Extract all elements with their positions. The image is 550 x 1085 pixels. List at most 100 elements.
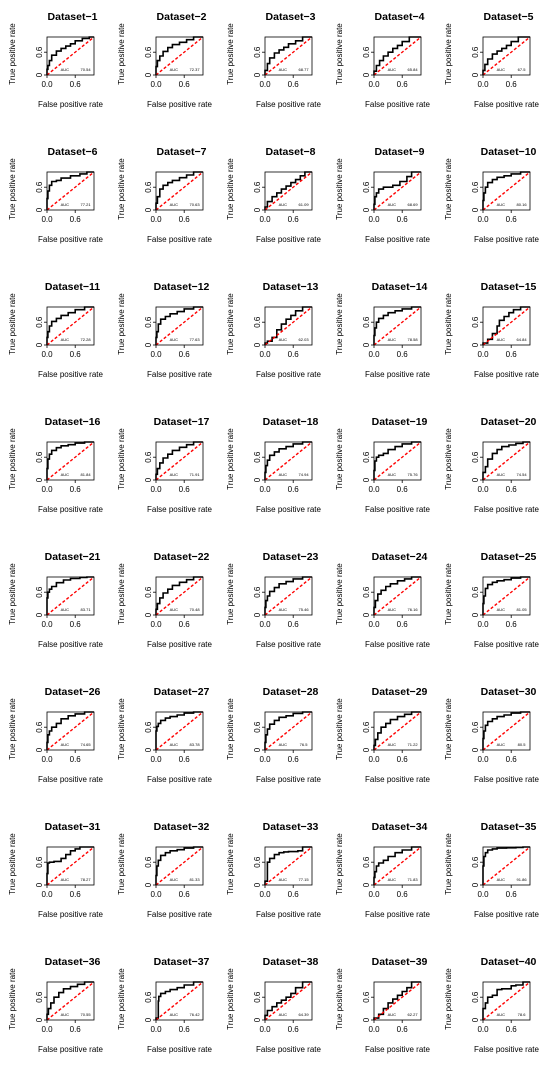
y-axis-label: True positive rate xyxy=(117,293,126,355)
diagonal-reference-line xyxy=(46,981,95,1021)
plot-frame xyxy=(264,306,313,346)
auc-value: 70.54 xyxy=(81,67,92,72)
y-tick-label: 0 xyxy=(35,477,44,482)
x-axis-label: False positive rate xyxy=(474,1045,539,1054)
x-tick-label: 0.0 xyxy=(150,620,162,629)
roc-panel: Dataset−6 AUC 77.21 0.0 0.6 0 0.6 False positiv… xyxy=(8,146,104,244)
roc-panel: Dataset−24 AUC 76.16 0.0 0.6 0 0.6 False positi… xyxy=(335,551,431,649)
roc-curve xyxy=(155,846,203,885)
y-tick-label: 0 xyxy=(471,477,480,482)
x-tick-label: 0.6 xyxy=(70,890,82,899)
panel-title: Dataset−22 xyxy=(154,551,210,563)
y-tick-label: 0 xyxy=(471,207,480,212)
x-tick-label: 0.0 xyxy=(368,620,380,629)
plot-frame xyxy=(155,981,204,1021)
auc-value: 61.09 xyxy=(299,202,310,207)
plot-frame xyxy=(264,846,313,886)
auc-value: 77.63 xyxy=(190,337,201,342)
roc-curve xyxy=(482,576,530,615)
x-tick-label: 0.0 xyxy=(41,485,53,494)
plot-frame xyxy=(264,981,313,1021)
x-tick-label: 0.0 xyxy=(368,80,380,89)
x-tick-label: 0.6 xyxy=(179,215,191,224)
y-tick-label: 0.6 xyxy=(35,46,44,58)
auc-value: 77.15 xyxy=(299,877,310,882)
y-tick-label: 0 xyxy=(144,72,153,77)
plot-frame xyxy=(482,711,531,751)
plot-frame xyxy=(264,441,313,481)
y-tick-label: 0.6 xyxy=(144,991,153,1003)
roc-panel: Dataset−28 AUC 76.5 0.0 0.6 0 0.6 False positiv… xyxy=(226,686,322,784)
y-tick-label: 0.6 xyxy=(253,586,262,598)
panel-title: Dataset−15 xyxy=(481,281,537,293)
panel-title: Dataset−30 xyxy=(481,686,537,698)
x-tick-label: 0.6 xyxy=(506,620,518,629)
auc-label: AUC xyxy=(61,877,70,882)
auc-value: 72.37 xyxy=(190,67,201,72)
x-tick-label: 0.0 xyxy=(41,350,53,359)
roc-panel: Dataset−17 AUC 71.91 0.0 0.6 0 0.6 False positi… xyxy=(117,416,213,514)
y-axis-label: True positive rate xyxy=(8,563,17,625)
y-tick-label: 0 xyxy=(362,477,371,482)
auc-label: AUC xyxy=(497,67,506,72)
roc-panel: Dataset−34 AUC 71.83 0.0 0.6 0 0.6 False positi… xyxy=(335,821,431,919)
roc-curve xyxy=(46,171,94,210)
x-axis-label: False positive rate xyxy=(38,640,103,649)
diagonal-reference-line xyxy=(46,306,95,346)
auc-value: 75.76 xyxy=(408,472,419,477)
y-tick-label: 0 xyxy=(471,72,480,77)
roc-panel: Dataset−5 AUC 67.5 0.0 0.6 0 0.6 False positive… xyxy=(444,11,540,109)
auc-value: 91.86 xyxy=(517,877,528,882)
y-tick-label: 0.6 xyxy=(35,586,44,598)
auc-label: AUC xyxy=(61,202,70,207)
x-axis-label: False positive rate xyxy=(256,910,321,919)
x-tick-label: 0.0 xyxy=(368,350,380,359)
x-tick-label: 0.0 xyxy=(477,890,489,899)
y-axis-label: True positive rate xyxy=(335,158,344,220)
y-tick-label: 0.6 xyxy=(471,856,480,868)
roc-curve xyxy=(155,441,203,480)
auc-value: 76.16 xyxy=(408,607,419,612)
auc-label: AUC xyxy=(170,202,179,207)
panel-title: Dataset−13 xyxy=(263,281,319,293)
diagonal-reference-line xyxy=(155,981,204,1021)
plot-frame xyxy=(46,711,95,751)
roc-panel: Dataset−13 AUC 62.03 0.0 0.6 0 0.6 False positi… xyxy=(226,281,322,379)
auc-value: 62.27 xyxy=(408,1012,419,1017)
y-axis-label: True positive rate xyxy=(117,563,126,625)
roc-panel: Dataset−35 AUC 91.86 0.0 0.6 0 0.6 False positi… xyxy=(444,821,540,919)
roc-curve xyxy=(482,981,530,1020)
x-axis-label: False positive rate xyxy=(256,775,321,784)
x-tick-label: 0.6 xyxy=(70,755,82,764)
diagonal-reference-line xyxy=(264,846,313,886)
y-tick-label: 0 xyxy=(35,1017,44,1022)
panel-title: Dataset−12 xyxy=(154,281,210,293)
diagonal-reference-line xyxy=(373,441,422,481)
x-tick-label: 0.0 xyxy=(368,755,380,764)
y-axis-label: True positive rate xyxy=(8,158,17,220)
x-tick-label: 0.6 xyxy=(70,485,82,494)
y-axis-label: True positive rate xyxy=(444,968,453,1030)
roc-panel: Dataset−40 AUC 78.6 0.0 0.6 0 0.6 False positiv… xyxy=(444,956,540,1054)
plot-frame xyxy=(155,576,204,616)
y-tick-label: 0 xyxy=(144,747,153,752)
auc-value: 81.33 xyxy=(190,877,201,882)
plot-frame xyxy=(46,306,95,346)
y-axis-label: True positive rate xyxy=(444,833,453,895)
roc-curve xyxy=(373,441,421,480)
y-tick-label: 0 xyxy=(144,882,153,887)
x-tick-label: 0.0 xyxy=(41,215,53,224)
auc-value: 74.54 xyxy=(517,472,528,477)
x-axis-label: False positive rate xyxy=(474,775,539,784)
y-axis-label: True positive rate xyxy=(226,428,235,490)
auc-value: 65.84 xyxy=(408,67,419,72)
y-tick-label: 0.6 xyxy=(362,451,371,463)
auc-value: 78.58 xyxy=(408,337,419,342)
roc-curve xyxy=(46,306,94,345)
auc-label: AUC xyxy=(279,202,288,207)
diagonal-reference-line xyxy=(264,441,313,481)
x-axis-label: False positive rate xyxy=(38,370,103,379)
y-axis-label: True positive rate xyxy=(226,698,235,760)
y-tick-label: 0 xyxy=(35,882,44,887)
x-axis-label: False positive rate xyxy=(256,235,321,244)
